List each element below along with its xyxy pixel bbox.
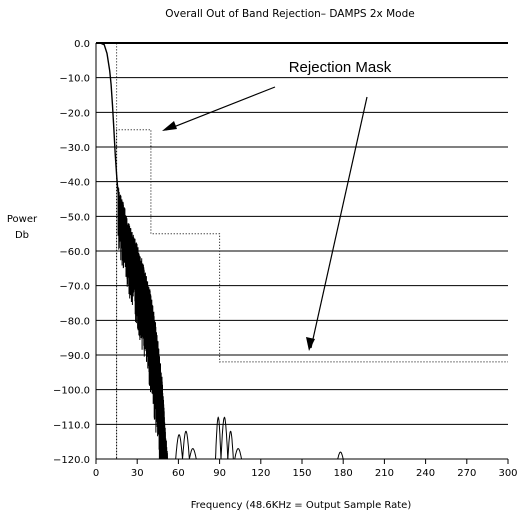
x-tick-label: 120	[251, 468, 270, 479]
y-tick-label: −60.0	[59, 247, 90, 258]
y-tick-label: −50.0	[59, 212, 90, 223]
y-tick-label: −20.0	[59, 108, 90, 119]
chart-marks	[96, 42, 508, 460]
y-tick-label: −120.0	[53, 455, 90, 466]
x-tick-label: 300	[498, 468, 517, 479]
x-tick-label: 270	[457, 468, 476, 479]
x-tick-label: 150	[292, 468, 311, 479]
x-axis-label: Frequency (48.6KHz = Output Sample Rate)	[191, 500, 412, 511]
sidelobe-arch	[182, 430, 190, 460]
x-tick-label: 30	[131, 468, 144, 479]
y-tick-label: −80.0	[59, 316, 90, 327]
tick-labels: 0.0 −10.0 −20.0 −30.0 −40.0 −50.0 −60.0 −70.0 −8…	[53, 39, 518, 479]
x-tick-label: 240	[416, 468, 435, 479]
y-tick-label: −30.0	[59, 143, 90, 154]
sidelobe-arch	[234, 448, 243, 460]
chart-title: Overall Out of Band Rejection– DAMPS 2x …	[165, 8, 414, 20]
annotation-arrows	[162, 86, 368, 351]
sidelobe-arch	[215, 416, 222, 460]
y-axis-label-power: Power	[7, 214, 38, 225]
y-tick-label: 0.0	[74, 39, 90, 50]
arrow-left-line	[165, 86, 276, 131]
rejection-mask-annotation: Rejection Mask	[289, 59, 392, 76]
sidelobe-arch	[175, 434, 183, 460]
stopband-noise-trace	[117, 187, 168, 460]
arrow-right-line	[310, 96, 368, 349]
x-tick-label: 60	[172, 468, 185, 479]
x-tick-label: 90	[213, 468, 226, 479]
sidelobe-arch	[188, 448, 197, 460]
x-tick-label: 180	[334, 468, 353, 479]
y-tick-label: −40.0	[59, 178, 90, 189]
filter-response-line	[96, 42, 120, 203]
y-tick-label: −110.0	[53, 420, 90, 431]
y-tick-label: −10.0	[59, 74, 90, 85]
y-tick-label: −90.0	[59, 351, 90, 362]
sidelobe-arch	[337, 451, 344, 460]
x-tick-label: 210	[375, 468, 394, 479]
y-tick-label: −70.0	[59, 282, 90, 293]
sidelobe-arch	[220, 416, 229, 460]
sidelobe-arch	[227, 430, 234, 460]
rejection-mask-line	[96, 42, 508, 459]
x-tick-label: 0	[93, 468, 99, 479]
y-tick-label: −100.0	[53, 386, 90, 397]
arrow-left-head	[162, 121, 177, 131]
y-axis-label-db: Db	[15, 230, 29, 241]
axes	[95, 42, 509, 464]
arrow-right-head	[306, 337, 315, 351]
